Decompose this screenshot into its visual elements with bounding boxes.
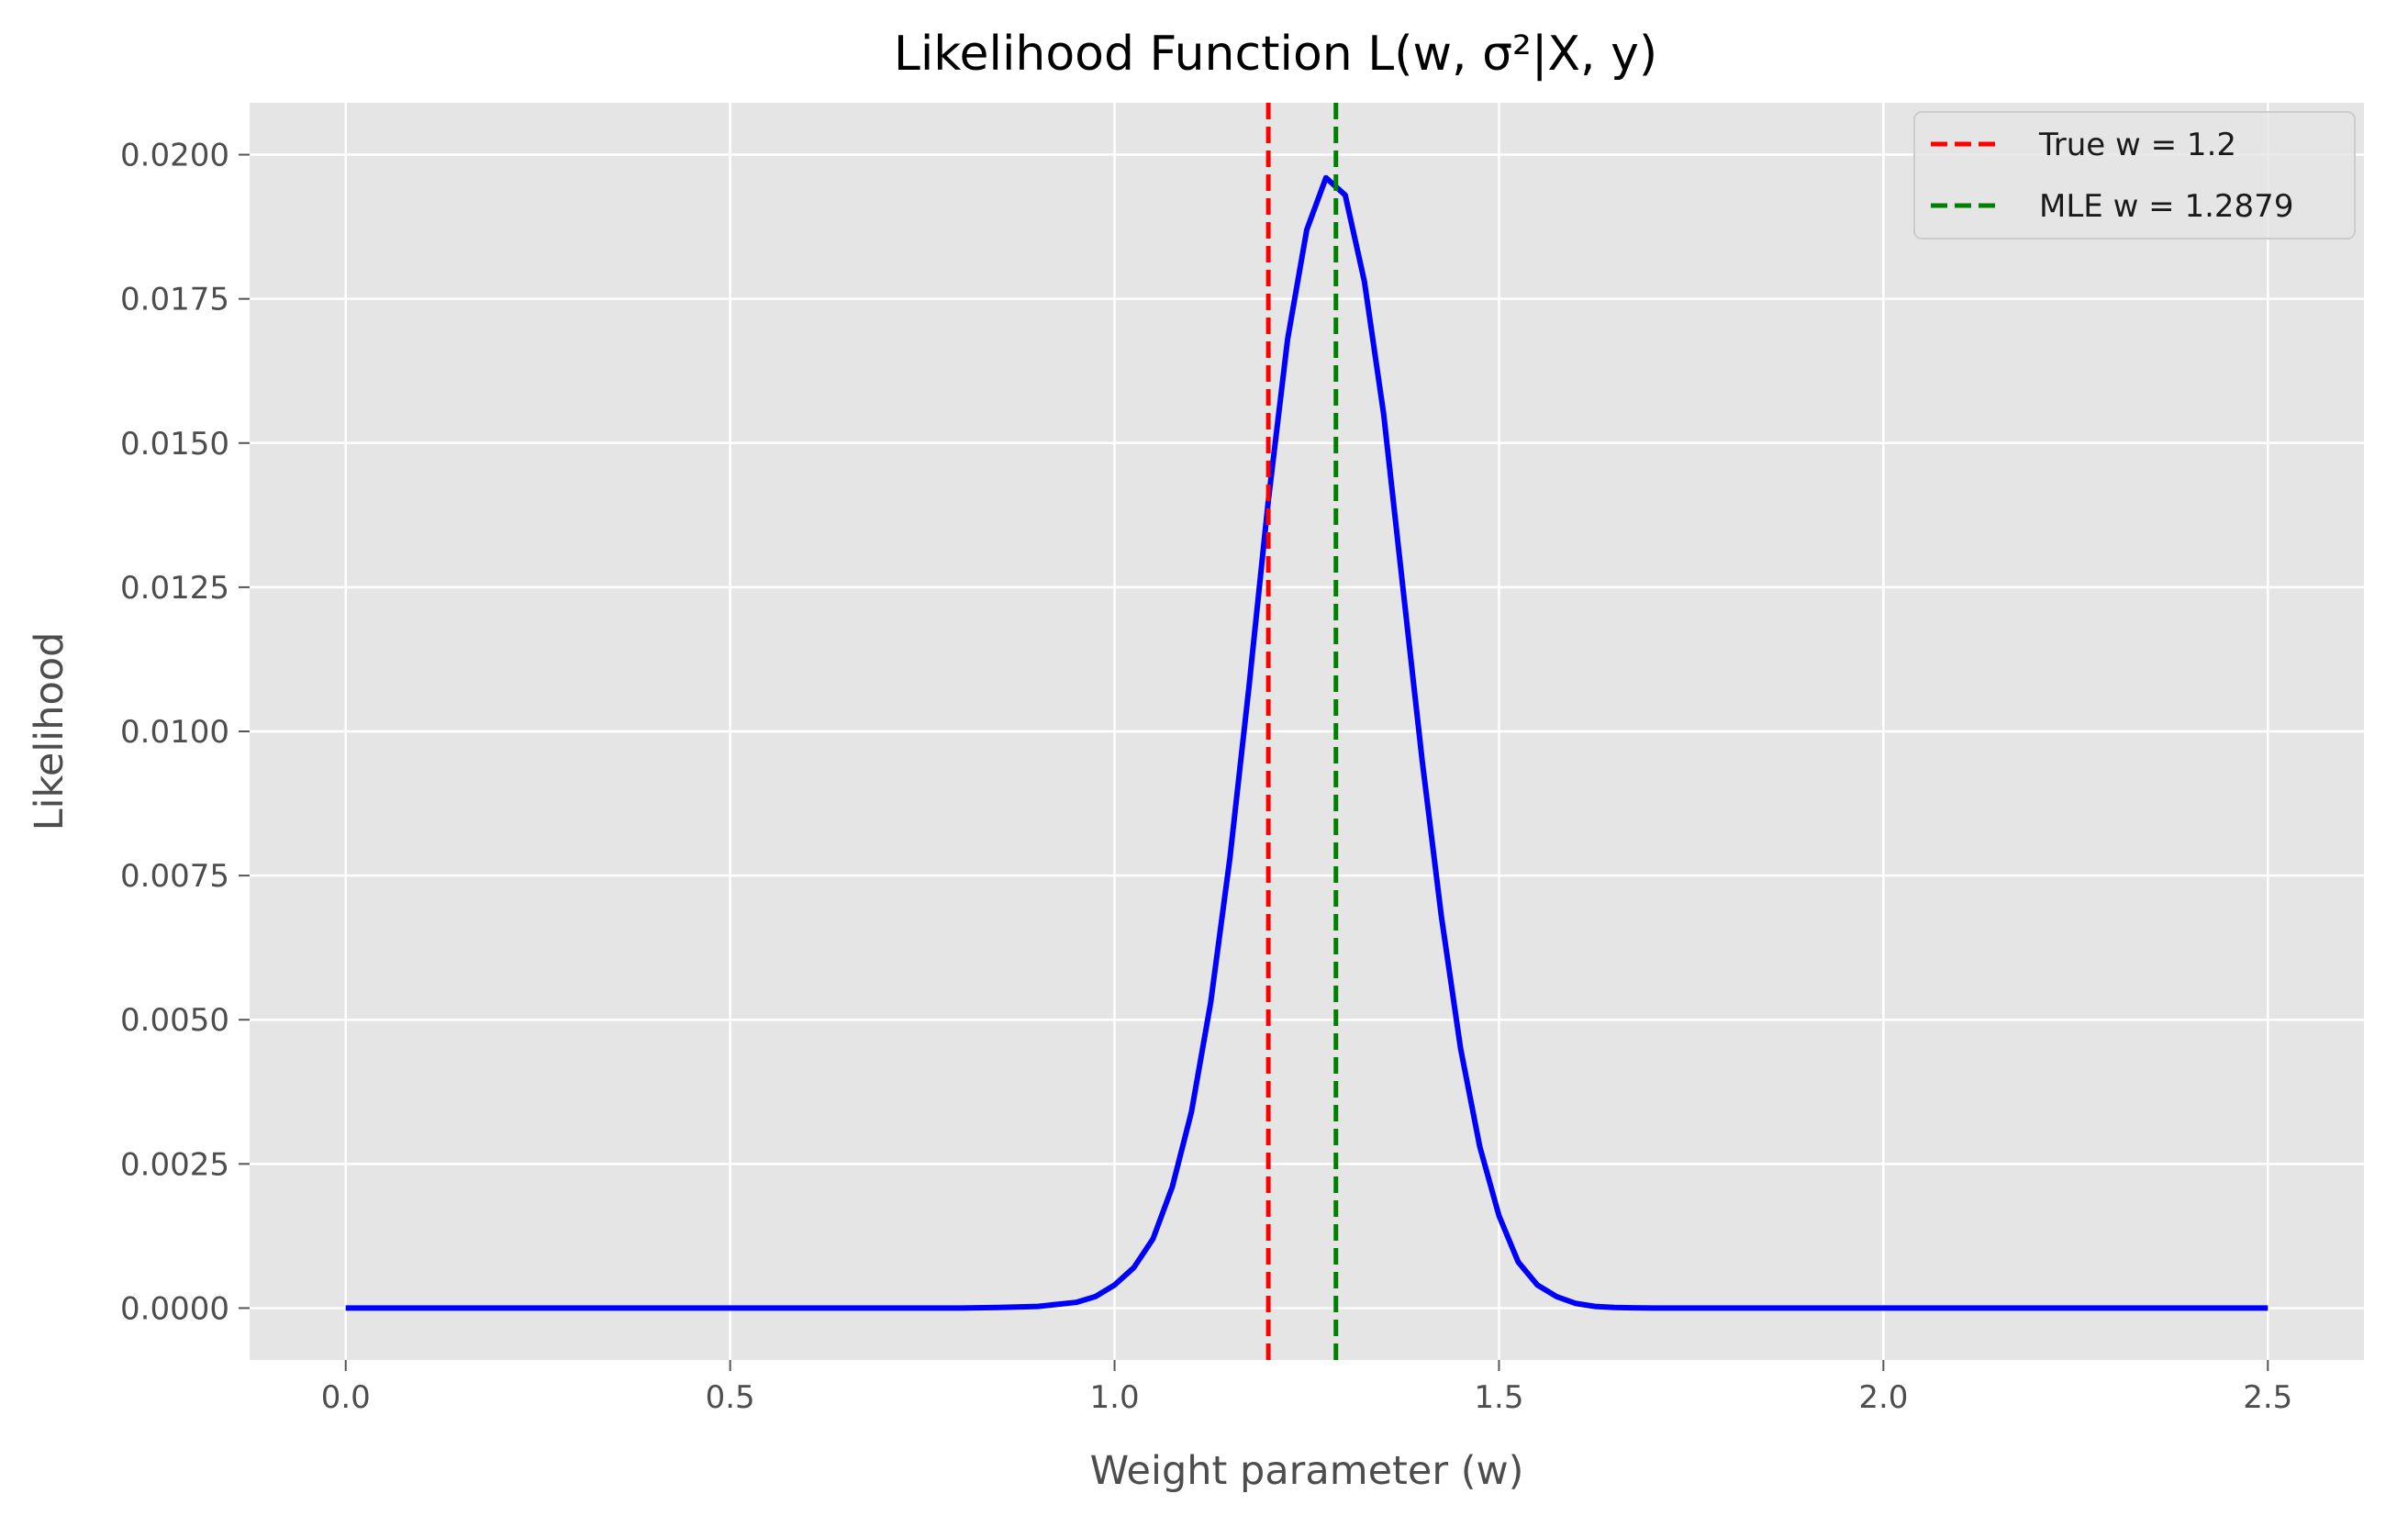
axis-ticks: 0.0 0.5 1.0 1.5 2.0 2.5 0.0000 0.0025 0.0050 0.00…	[120, 138, 2292, 1416]
legend-mle-w-label: MLE w = 1.2879	[2039, 188, 2293, 225]
legend-box	[1913, 111, 2356, 240]
y-tick-label: 0.0125	[120, 570, 229, 607]
legend: True w = 1.2 MLE w = 1.2879	[1913, 111, 2356, 240]
x-tick-label: 0.0	[321, 1379, 371, 1416]
y-tick-label: 0.0150	[120, 426, 229, 463]
y-tick-label: 0.0050	[120, 1002, 229, 1039]
y-axis-label: Likelihood	[27, 632, 72, 831]
x-tick-label: 0.5	[706, 1379, 755, 1416]
y-tick-label: 0.0025	[120, 1146, 229, 1183]
y-tick-label: 0.0075	[120, 858, 229, 895]
reference-lines	[1265, 103, 1339, 1360]
y-tick-label: 0.0100	[120, 714, 229, 751]
x-tick-label: 1.0	[1090, 1379, 1140, 1416]
x-tick-label: 2.5	[2243, 1379, 2292, 1416]
y-tick-label: 0.0175	[120, 282, 229, 318]
x-tick-label: 2.0	[1858, 1379, 1908, 1416]
y-tick-label: 0.0000	[120, 1290, 229, 1327]
chart-title: Likelihood Function L(w, σ²|X, y)	[894, 27, 1657, 82]
y-tick-label: 0.0200	[120, 138, 229, 174]
grid-lines	[250, 103, 2364, 1360]
x-axis-label: Weight parameter (w)	[1090, 1448, 1524, 1494]
legend-true-w-label: True w = 1.2	[2038, 127, 2236, 163]
x-tick-label: 1.5	[1474, 1379, 1523, 1416]
